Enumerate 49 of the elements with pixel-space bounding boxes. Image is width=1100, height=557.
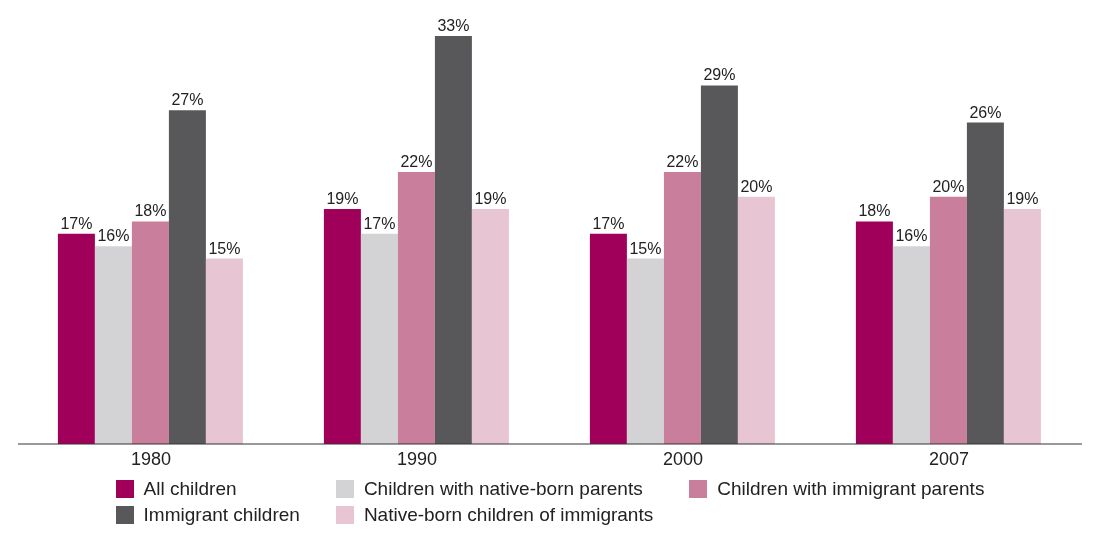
bar <box>663 172 701 444</box>
data-label: 17% <box>363 214 396 232</box>
data-label: 18% <box>858 202 891 220</box>
data-label: 27% <box>171 91 204 109</box>
data-label: 33% <box>437 17 470 34</box>
bar <box>434 36 472 444</box>
bar <box>131 221 169 444</box>
bar <box>397 172 435 444</box>
x-tick-label: 1990 <box>396 448 438 469</box>
x-tick-label: 2007 <box>928 448 970 469</box>
legend-label: All children <box>143 478 237 500</box>
bar <box>626 258 664 444</box>
legend-label: Native-born children of immigrants <box>363 504 654 526</box>
data-label: 15% <box>629 239 662 257</box>
bar <box>1003 209 1041 444</box>
bar <box>323 209 361 444</box>
legend-label: Children with native-born parents <box>363 478 643 500</box>
bar <box>94 246 132 444</box>
data-label: 20% <box>932 177 965 195</box>
data-label: 29% <box>703 66 736 84</box>
bar <box>471 209 509 444</box>
bar <box>360 233 398 444</box>
data-label: 17% <box>60 214 93 232</box>
bar <box>57 233 95 444</box>
data-label: 17% <box>592 214 625 232</box>
bar <box>700 85 738 444</box>
data-label: 16% <box>97 227 130 245</box>
bar <box>966 122 1004 444</box>
data-label: 22% <box>400 153 433 170</box>
data-label: 19% <box>326 190 359 208</box>
bar <box>737 196 775 444</box>
bar <box>168 110 206 444</box>
data-label: 19% <box>474 190 507 208</box>
data-label: 22% <box>666 153 699 170</box>
bar <box>205 258 243 444</box>
bar <box>855 221 893 444</box>
bar <box>892 246 930 444</box>
data-label: 15% <box>208 239 241 257</box>
x-tick-label: 2000 <box>662 448 704 469</box>
data-label: 18% <box>134 202 167 220</box>
data-label: 16% <box>895 227 928 245</box>
data-label: 20% <box>740 177 773 195</box>
legend-label: Children with immigrant parents <box>717 478 985 500</box>
bar <box>929 196 967 444</box>
bar <box>589 233 627 444</box>
x-tick-label: 1980 <box>130 448 172 469</box>
data-label: 19% <box>1006 190 1039 208</box>
legend-label: Immigrant children <box>143 504 300 526</box>
data-label: 26% <box>969 103 1002 121</box>
